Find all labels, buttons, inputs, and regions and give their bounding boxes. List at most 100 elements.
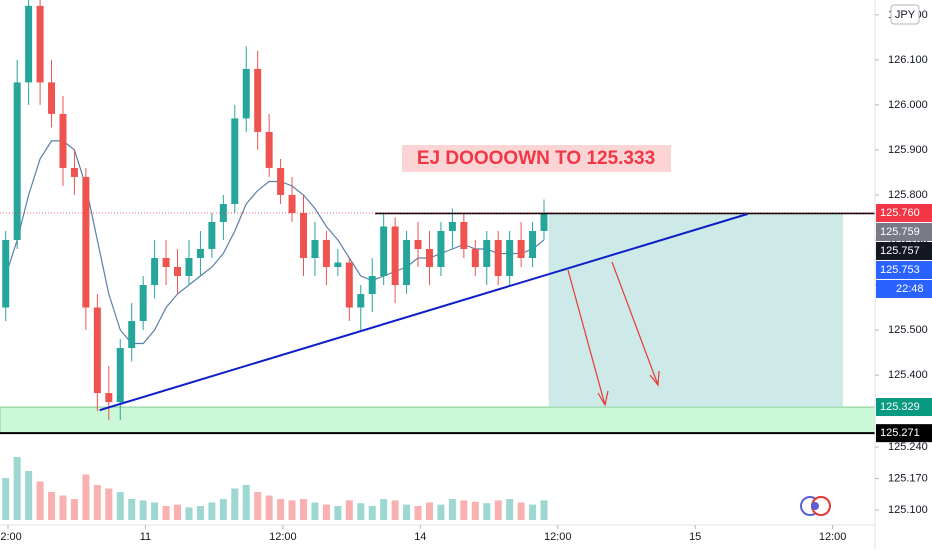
volume-bar (231, 488, 239, 520)
candle-body (380, 226, 388, 277)
volume-bar (13, 457, 21, 520)
volume-bar (254, 492, 262, 520)
x-tick-label: 12:00 (544, 531, 572, 543)
price-label: 125.753 (880, 264, 920, 276)
y-tick-label: 125.100 (888, 504, 928, 516)
y-tick-label: 125.900 (888, 144, 928, 156)
volume-bar (357, 503, 365, 520)
y-tick-label: 125.170 (888, 473, 928, 485)
x-tick-label: 12:00 (269, 531, 297, 543)
title-bg (402, 145, 671, 172)
y-tick-label: 125.500 (888, 324, 928, 336)
currency-badge (890, 4, 920, 25)
candle-body (162, 257, 170, 268)
candle-body (403, 239, 411, 286)
chart-title: EJ DOOOOWN TO 125.333 (417, 148, 655, 169)
candle-body (59, 113, 67, 168)
volume-bar (322, 504, 330, 520)
price-label: 125.757 (880, 245, 920, 257)
candle-body (174, 267, 182, 277)
candle-body (265, 131, 273, 168)
price-label-bg (876, 222, 932, 241)
target-box (548, 213, 843, 408)
candle-body (288, 194, 296, 213)
volume-bar (368, 506, 376, 520)
candle-body (334, 262, 342, 268)
y-tick-label: 125.240 (888, 441, 928, 453)
volume-bar (540, 500, 548, 520)
candle-body (116, 348, 124, 403)
x-tick-label: 12:00 (0, 531, 22, 543)
candle-body (437, 230, 445, 268)
volume-bar (391, 500, 399, 520)
logo (800, 496, 831, 516)
candle-body (391, 226, 399, 286)
volume-bar (334, 506, 342, 520)
candle-body (105, 393, 113, 403)
price-label: 125.329 (880, 401, 920, 413)
x-tick-label: 14 (414, 531, 426, 543)
volume-bar (162, 506, 170, 520)
volume-bar (300, 499, 308, 520)
candle-body (82, 176, 90, 308)
candle-body (471, 248, 479, 268)
candle-body (368, 276, 376, 295)
volume-bar (483, 503, 491, 520)
candle-body (517, 239, 525, 258)
price-label-bg (876, 398, 932, 417)
volume-bar (471, 501, 479, 520)
candle-body (254, 68, 262, 132)
volume-bar (208, 502, 216, 520)
candle-body (414, 239, 422, 249)
candle-body (300, 212, 308, 258)
volume-bar (414, 506, 422, 520)
candle-body (185, 257, 193, 277)
volume-bar (93, 485, 101, 520)
x-tick-label: 12:00 (819, 531, 847, 543)
price-label-bg (876, 260, 932, 279)
x-tick-label: 15 (689, 531, 701, 543)
candle-body (448, 221, 456, 231)
plot (0, 0, 876, 520)
volume-bar (105, 488, 113, 520)
volume-bar (311, 502, 319, 520)
candle-body (506, 239, 514, 277)
volume-bar (529, 504, 537, 520)
y-tick-label: 126.000 (888, 99, 928, 111)
volume-bar (425, 502, 433, 520)
volume-bar (139, 500, 147, 520)
volume-bar (517, 502, 525, 520)
volume-bar (277, 499, 285, 520)
candle-body (25, 5, 33, 83)
candle-body (151, 257, 159, 286)
volume-bar (25, 471, 33, 520)
y-tick-label: 126.100 (888, 54, 928, 66)
candle-body (13, 82, 21, 240)
countdown: 22:48 (896, 283, 924, 295)
volume-bar (494, 500, 502, 520)
candle-body (345, 262, 353, 308)
volume-bar (82, 474, 90, 520)
candle-body (36, 5, 44, 83)
candle-body (529, 230, 537, 258)
volume-bar (345, 500, 353, 520)
candle-body (128, 321, 136, 349)
volume-bar (59, 495, 67, 520)
moving-average (5, 140, 545, 345)
volume-bar (196, 506, 204, 520)
price-label: 125.760 (880, 207, 920, 219)
candle-body (208, 221, 216, 249)
volume-bar (48, 492, 56, 520)
volume-bar (116, 492, 124, 520)
candle-body (425, 248, 433, 268)
y-tick-label: 125.800 (888, 189, 928, 201)
candle-body (93, 307, 101, 394)
volume-bar (36, 481, 44, 520)
candle-body (483, 239, 491, 268)
candle-body (70, 167, 78, 177)
trendline (99, 212, 749, 412)
price-label: 125.759 (880, 226, 920, 238)
volume-bar (380, 499, 388, 520)
countdown-bg (876, 279, 932, 298)
